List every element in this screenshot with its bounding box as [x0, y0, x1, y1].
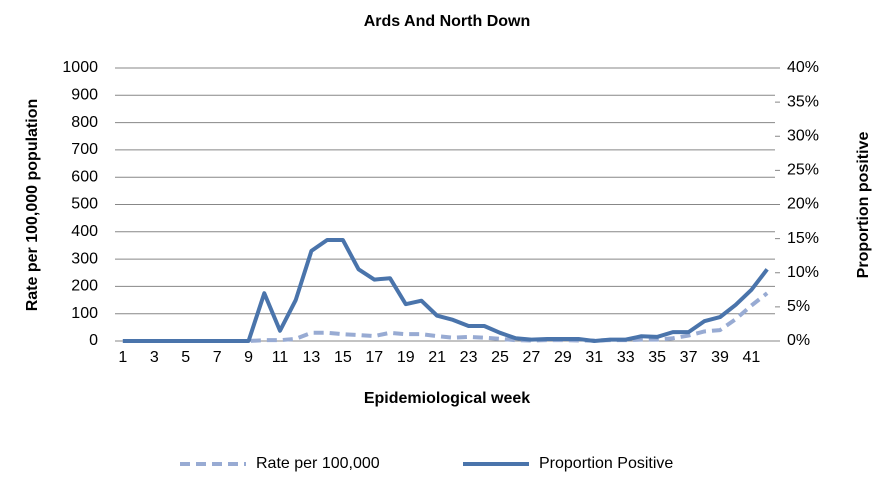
x-tick-label: 5	[181, 349, 190, 366]
legend-label: Rate per 100,000	[256, 455, 380, 472]
x-tick-label: 27	[523, 349, 541, 366]
y2-tick-label: 15%	[787, 230, 819, 247]
x-tick-label: 33	[617, 349, 635, 366]
y-tick-label: 300	[71, 250, 98, 267]
x-tick-label: 19	[397, 349, 415, 366]
y2-tick-label: 40%	[787, 59, 819, 76]
y-tick-label: 200	[71, 278, 98, 295]
x-tick-label: 39	[711, 349, 729, 366]
y-tick-label: 100	[71, 305, 98, 322]
x-tick-label: 1	[118, 349, 127, 366]
x-tick-label: 3	[150, 349, 159, 366]
y-tick-label: 1000	[62, 59, 98, 76]
y2-axis-title: Proportion positive	[855, 132, 872, 279]
y2-tick-label: 35%	[787, 93, 819, 110]
x-tick-label: 15	[334, 349, 352, 366]
x-tick-label: 31	[585, 349, 603, 366]
x-tick-label: 25	[491, 349, 509, 366]
x-tick-label: 7	[213, 349, 222, 366]
x-tick-label: 13	[303, 349, 321, 366]
series-line	[122, 237, 769, 343]
x-tick-label: 37	[680, 349, 698, 366]
x-axis-title: Epidemiological week	[364, 390, 530, 407]
x-tick-label: 11	[272, 349, 289, 366]
y-tick-label: 700	[71, 141, 98, 158]
y2-tick-label: 5%	[787, 298, 810, 315]
y-axis-title: Rate per 100,000 population	[24, 99, 41, 312]
y-tick-label: 600	[71, 168, 98, 185]
y2-tick-label: 25%	[787, 162, 819, 179]
x-tick-label: 41	[743, 349, 761, 366]
x-tick-label: 29	[554, 349, 572, 366]
y-tick-label: 400	[71, 223, 98, 240]
x-tick-label: 21	[428, 349, 446, 366]
x-tick-label: 17	[365, 349, 383, 366]
x-tick-label: 9	[244, 349, 253, 366]
y-tick-label: 800	[71, 114, 98, 131]
y2-tick-label: 30%	[787, 127, 819, 144]
x-tick-label: 23	[460, 349, 478, 366]
x-tick-label: 35	[648, 349, 666, 366]
y2-tick-label: 0%	[787, 332, 810, 349]
legend-label: Proportion Positive	[539, 455, 673, 472]
chart-title: Ards And North Down	[364, 13, 531, 30]
series-line	[122, 291, 769, 343]
y2-tick-label: 20%	[787, 196, 819, 213]
y-tick-label: 0	[89, 332, 98, 349]
y2-tick-label: 10%	[787, 264, 819, 281]
y-tick-label: 900	[71, 87, 98, 104]
y-tick-label: 500	[71, 196, 98, 213]
